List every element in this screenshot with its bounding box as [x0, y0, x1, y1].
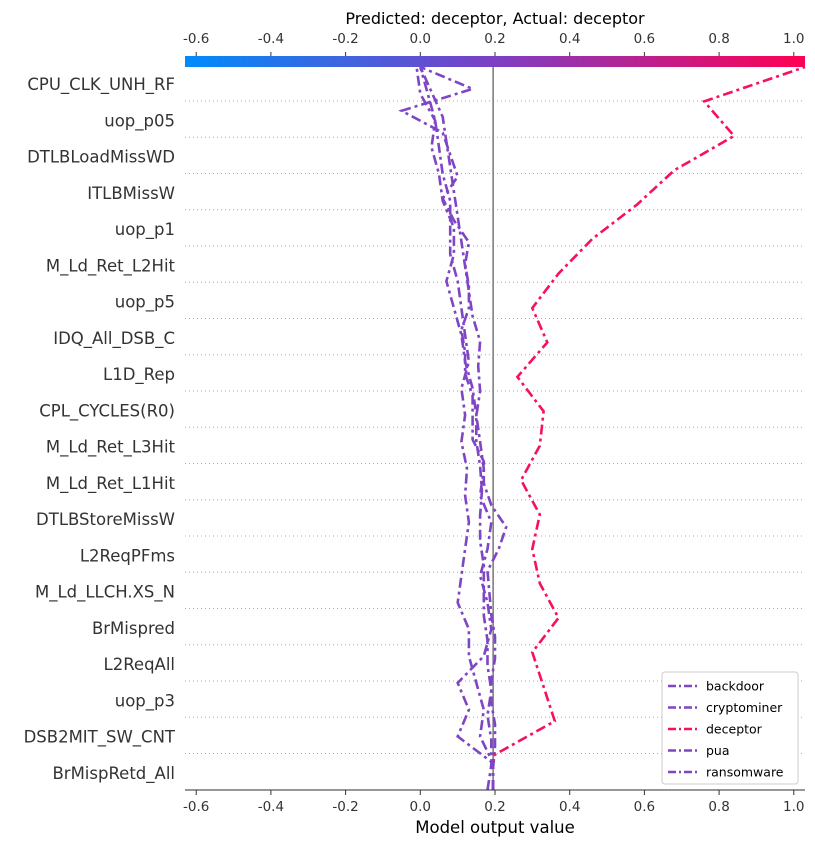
feature-label: IDQ_All_DSB_C — [53, 329, 175, 349]
feature-label: L2ReqPFms — [80, 546, 175, 565]
bottom-tick-label: 0.2 — [484, 799, 505, 815]
feature-label: CPL_CYCLES(R0) — [39, 401, 175, 421]
top-tick-label: -0.4 — [258, 31, 284, 47]
feature-label: DTLBLoadMissWD — [27, 148, 175, 167]
feature-label: M_Ld_LLCH.XS_N — [35, 583, 175, 603]
top-tick-label: 0.2 — [484, 31, 505, 47]
top-tick-label: 0.6 — [634, 31, 655, 47]
bottom-axis: -0.6 -0.4 -0.2 0.0 0.2 0.4 0.6 0.8 1.0 — [183, 790, 805, 815]
legend: backdoor cryptominer deceptor pua ransomware — [661, 671, 799, 785]
top-tick-label: 0.4 — [559, 31, 580, 47]
feature-label: uop_p5 — [115, 293, 175, 313]
bottom-tick-label: -0.4 — [258, 799, 284, 815]
series-line-cryptominer — [419, 66, 493, 791]
feature-label: uop_p3 — [115, 691, 175, 711]
legend-label-ransomware: ransomware — [706, 765, 784, 780]
top-tick-label: 1.0 — [783, 31, 804, 47]
legend-label-backdoor: backdoor — [706, 679, 765, 694]
feature-label: uop_p1 — [115, 220, 175, 240]
top-tick-label: -0.6 — [183, 31, 209, 47]
bottom-tick-label: 0.4 — [559, 799, 580, 815]
feature-label: L2ReqAll — [104, 655, 176, 674]
feature-label: L1D_Rep — [103, 365, 175, 385]
legend-label-pua: pua — [706, 743, 730, 758]
bottom-tick-label: -0.6 — [183, 799, 209, 815]
feature-label: M_Ld_Ret_L1Hit — [46, 474, 176, 494]
feature-label: BrMispred — [92, 619, 175, 638]
feature-label: uop_p05 — [104, 111, 175, 131]
series-line-pua — [419, 66, 495, 790]
top-tick-label: 0.8 — [708, 31, 729, 47]
x-axis-label: Model output value — [415, 818, 575, 837]
bottom-tick-label: 0.6 — [634, 799, 655, 815]
feature-label: DTLBStoreMissW — [36, 510, 175, 529]
top-tick-label: -0.2 — [332, 31, 358, 47]
legend-label-cryptominer: cryptominer — [706, 700, 783, 715]
legend-label-deceptor: deceptor — [706, 722, 763, 737]
chart-title: Predicted: deceptor, Actual: deceptor — [345, 9, 645, 28]
feature-label: ITLBMissW — [87, 184, 175, 203]
feature-labels: CPU_CLK_UNH_RF uop_p05 DTLBLoadMissWD ITLBM… — [24, 75, 176, 784]
top-tick-label: 0.0 — [410, 31, 431, 47]
feature-label: BrMispRetd_All — [52, 764, 175, 784]
feature-label: M_Ld_Ret_L2Hit — [46, 256, 176, 276]
bottom-tick-label: 0.0 — [410, 799, 431, 815]
bottom-tick-label: 0.8 — [708, 799, 729, 815]
legend-frame — [661, 671, 799, 785]
bottom-tick-label: 1.0 — [783, 799, 804, 815]
series-line-deceptor — [491, 65, 806, 790]
top-axis: -0.6 -0.4 -0.2 0.0 0.2 0.4 0.6 0.8 1.0 — [183, 31, 805, 56]
series-lines — [398, 65, 806, 791]
feature-label: DSB2MIT_SW_CNT — [24, 728, 176, 748]
series-line-backdoor — [398, 65, 508, 790]
feature-label: M_Ld_Ret_L3Hit — [46, 438, 176, 458]
colorbar — [185, 56, 805, 67]
series-line-ransomware — [415, 66, 495, 790]
bottom-tick-label: -0.2 — [332, 799, 358, 815]
feature-label: CPU_CLK_UNH_RF — [27, 75, 175, 95]
